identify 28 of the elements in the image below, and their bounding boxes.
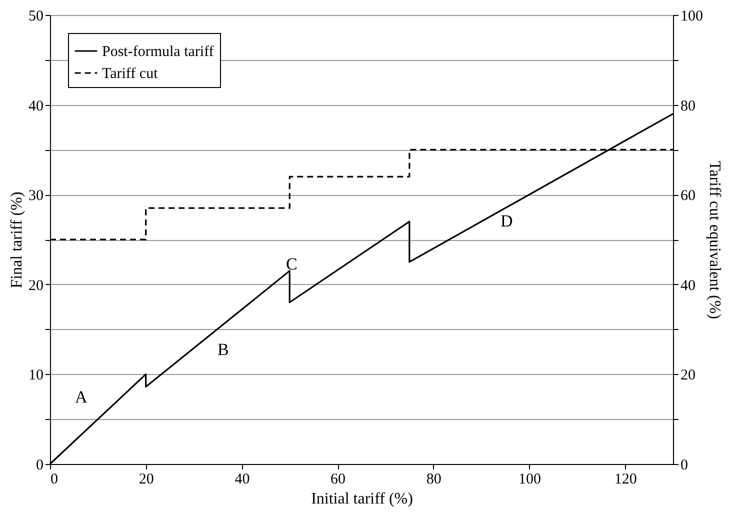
y-tick-label: 50 [28, 8, 44, 24]
y-tick-label: 30 [28, 188, 44, 204]
y-tick-label: 20 [28, 278, 44, 294]
legend-label: Tariff cut [102, 66, 159, 82]
y2-tick-label: 0 [680, 458, 688, 474]
x-tick-label: 40 [234, 472, 250, 488]
annotation: C [286, 254, 298, 274]
annotation: A [75, 388, 88, 407]
annotation: B [218, 340, 229, 359]
y-tick-label: 0 [36, 458, 44, 474]
y2-tick-label: 100 [680, 8, 703, 24]
x-tick-label: 80 [426, 472, 442, 488]
y2-axis-title: Tariff cut equivalent (%) [706, 160, 723, 320]
x-tick-label: 120 [614, 472, 637, 488]
y2-tick-label: 20 [680, 368, 696, 384]
x-tick-label: 20 [138, 472, 154, 488]
annotation: D [500, 212, 513, 231]
x-tick-label: 100 [518, 472, 541, 488]
y2-tick-label: 60 [680, 188, 696, 204]
x-tick-label: 60 [330, 472, 346, 488]
y-tick-label: 10 [28, 368, 44, 384]
x-axis-title: Initial tariff (%) [311, 490, 413, 508]
x-tick-label: 0 [50, 472, 58, 488]
y2-tick-label: 80 [680, 98, 696, 114]
y2-tick-label: 40 [680, 278, 696, 294]
y-tick-label: 40 [28, 98, 44, 114]
legend-label: Post-formula tariff [102, 44, 214, 60]
y-axis-title: Final tariff (%) [8, 192, 26, 288]
